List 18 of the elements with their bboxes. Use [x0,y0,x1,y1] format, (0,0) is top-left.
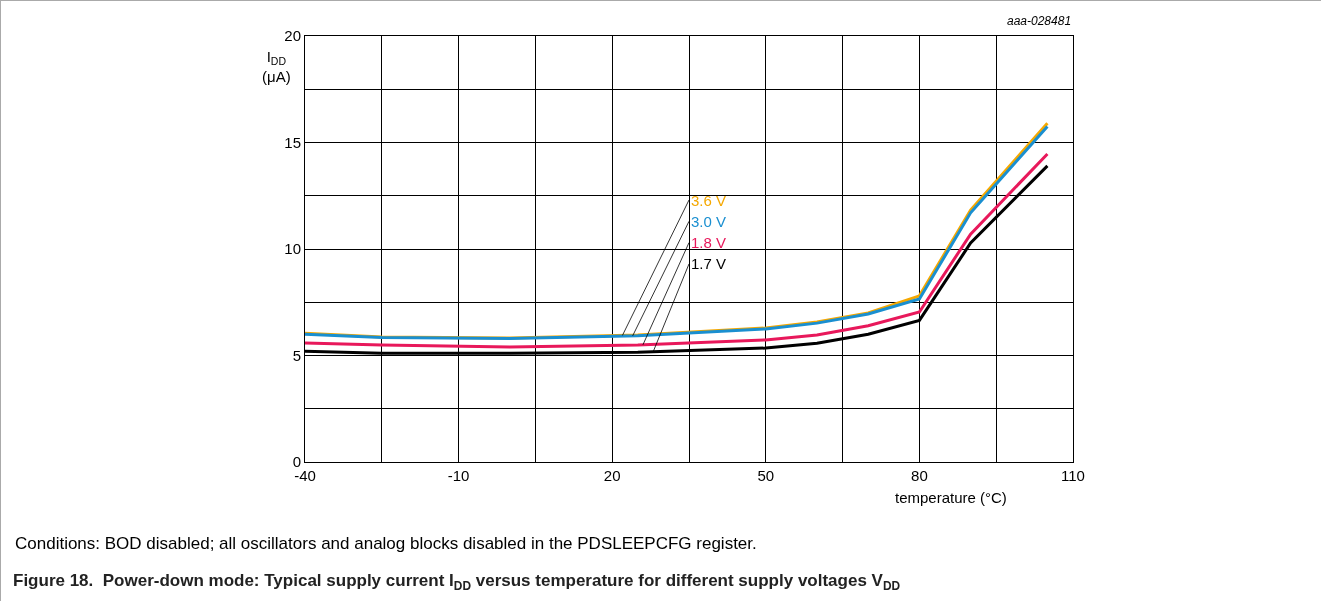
y-tick-label: 20 [284,27,301,45]
x-tick-label: 80 [911,467,928,484]
x-axis-title: temperature (°C) [895,489,1007,506]
text: Conditions: BOD disabled; all oscillators and analog blocks disabled in the PDSLEEPCFG register. [15,534,757,553]
y-tick-label: 5 [292,346,301,364]
text: aaa-028481 [1007,14,1072,28]
text: 3.6 V [691,192,727,209]
text: 1.7 V [691,255,727,272]
text: Figure 18. Power-down mode: Typical supply current I$_{DD}$ versus temperature for different supply voltages V$_{DD}$ [13,570,901,593]
y-tick-label: 15 [284,133,301,151]
x-tick-label: -10 [447,467,470,484]
text: 1.8 V [691,234,727,251]
y-axis-title: I$_{DD}$ (μA) [262,48,291,85]
x-tick-label: 20 [603,467,621,484]
y-tick-label: 10 [284,240,301,258]
x-tick-label: 50 [757,467,775,484]
x-tick-label: 110 [1061,467,1085,484]
text: 3.0 V [691,213,727,230]
